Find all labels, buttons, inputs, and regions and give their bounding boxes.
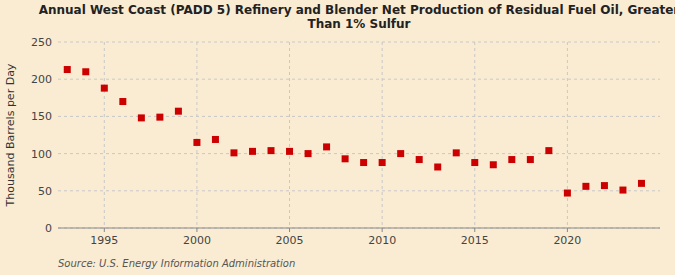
point (82, 68, 89, 75)
y-tick-label: 50 (38, 185, 52, 198)
point (342, 155, 349, 162)
points (64, 66, 645, 197)
chart-container: Annual West Coast (PADD 5) Refinery and … (0, 0, 675, 275)
x-tick-label: 1995 (90, 234, 118, 247)
point (379, 159, 386, 166)
point (397, 150, 404, 157)
point (212, 136, 219, 143)
point (193, 139, 200, 146)
point (416, 156, 423, 163)
point (490, 161, 497, 168)
x-grid-line (196, 42, 197, 228)
point (64, 66, 71, 73)
x-tick (196, 228, 197, 232)
x-tick (567, 228, 568, 232)
y-grid-line (58, 116, 660, 117)
point (119, 98, 126, 105)
x-tick-label: 2005 (276, 234, 304, 247)
y-grid-line (58, 42, 660, 43)
point (249, 148, 256, 155)
point (601, 182, 608, 189)
y-grid-line (58, 79, 660, 80)
point (582, 183, 589, 190)
point (471, 159, 478, 166)
x-grid-line (104, 42, 105, 228)
title: Annual West Coast (PADD 5) Refinery and … (39, 3, 675, 31)
point (434, 163, 441, 170)
point (545, 147, 552, 154)
point (508, 156, 515, 163)
x-tick-label: 2000 (183, 234, 211, 247)
point (156, 114, 163, 121)
x-grid-line (567, 42, 568, 228)
x-grid-line (289, 42, 290, 228)
point (564, 190, 571, 197)
x-tick (289, 228, 290, 232)
y-tick-label: 100 (31, 148, 52, 161)
point (230, 149, 237, 156)
x-tick (382, 228, 383, 232)
y-axis-label: Thousand Barrels per Day (4, 63, 17, 207)
point (101, 85, 108, 92)
x-tick (104, 228, 105, 232)
point (323, 143, 330, 150)
x-tick (474, 228, 475, 232)
point (638, 180, 645, 187)
point (305, 150, 312, 157)
chart: Annual West Coast (PADD 5) Refinery and … (0, 0, 675, 275)
x-tick-label: 2015 (461, 234, 489, 247)
source-note: Source: U.S. Energy Information Administ… (58, 258, 295, 269)
y-tick-label: 200 (31, 73, 52, 86)
point (175, 108, 182, 115)
point (360, 159, 367, 166)
point (453, 149, 460, 156)
y-tick-label: 0 (45, 222, 52, 235)
y-grid-line (58, 228, 660, 229)
y-tick-label: 150 (31, 110, 52, 123)
point (527, 156, 534, 163)
point (619, 187, 626, 194)
point (268, 147, 275, 154)
x-grid-line (474, 42, 475, 228)
y-tick-label: 250 (31, 36, 52, 49)
x-grid-line (382, 42, 383, 228)
y-grid-line (58, 153, 660, 154)
point (286, 148, 293, 155)
point (138, 114, 145, 121)
grid (58, 42, 660, 228)
x-axis-line (58, 228, 660, 229)
x-tick-label: 2020 (553, 234, 581, 247)
x-tick-label: 2010 (368, 234, 396, 247)
